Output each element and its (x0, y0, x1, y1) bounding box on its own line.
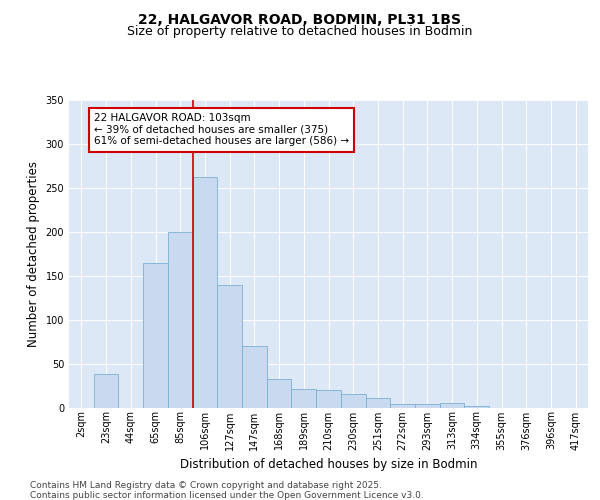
Text: 22, HALGAVOR ROAD, BODMIN, PL31 1BS: 22, HALGAVOR ROAD, BODMIN, PL31 1BS (139, 12, 461, 26)
Bar (217, 284, 242, 408)
Text: 22 HALGAVOR ROAD: 103sqm
← 39% of detached houses are smaller (375)
61% of semi-: 22 HALGAVOR ROAD: 103sqm ← 39% of detach… (94, 113, 349, 146)
Bar (365, 398, 390, 407)
Text: Contains HM Land Registry data © Crown copyright and database right 2025.: Contains HM Land Registry data © Crown c… (30, 481, 382, 490)
Bar (193, 178, 217, 408)
Bar (464, 406, 489, 407)
Bar (242, 346, 267, 408)
X-axis label: Distribution of detached houses by size in Bodmin: Distribution of detached houses by size … (180, 458, 477, 471)
Y-axis label: Number of detached properties: Number of detached properties (27, 161, 40, 347)
Bar (316, 390, 341, 407)
Text: Contains public sector information licensed under the Open Government Licence v3: Contains public sector information licen… (30, 491, 424, 500)
Bar (168, 232, 193, 408)
Bar (390, 404, 415, 407)
Bar (143, 262, 168, 408)
Bar (341, 394, 365, 407)
Bar (440, 403, 464, 407)
Bar (267, 380, 292, 407)
Bar (292, 389, 316, 407)
Text: Size of property relative to detached houses in Bodmin: Size of property relative to detached ho… (127, 25, 473, 38)
Bar (94, 374, 118, 408)
Bar (415, 404, 440, 407)
